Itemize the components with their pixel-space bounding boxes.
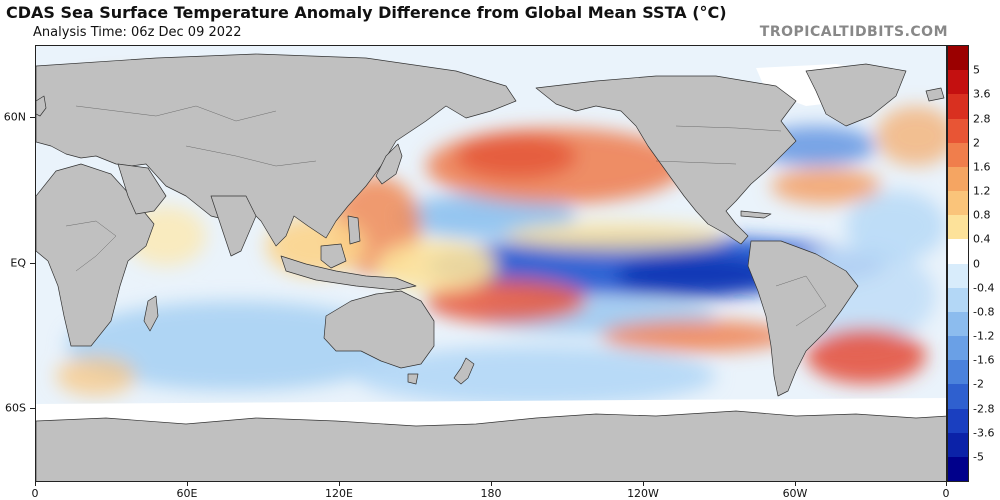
- colorbar-label: 1.6: [973, 160, 991, 174]
- lon-tick: [35, 482, 36, 486]
- colorbar-label: -2.8: [973, 402, 995, 415]
- colorbar-segment: [948, 311, 968, 337]
- colorbar-segment: [948, 191, 968, 216]
- colorbar-label: -3.6: [973, 426, 995, 440]
- colorbar-segment: [948, 46, 968, 71]
- map-title: CDAS Sea Surface Temperature Anomaly Dif…: [6, 3, 727, 22]
- arabia: [117, 163, 167, 215]
- tasmania: [407, 373, 419, 385]
- lon-tick: [491, 482, 492, 486]
- north-america: [535, 75, 797, 245]
- colorbar-label: -2: [973, 377, 984, 391]
- site-credit: TROPICALTIDBITS.COM: [759, 24, 948, 40]
- colorbar-label: -5: [973, 450, 984, 464]
- lon-tick: [795, 482, 796, 486]
- eurasia: [36, 53, 517, 247]
- colorbar-segment: [948, 94, 968, 119]
- colorbar-label: 0.8: [973, 208, 991, 222]
- lon-label-60w: 60W: [782, 487, 808, 500]
- colorbar-segment: [948, 239, 968, 264]
- lon-tick: [946, 482, 947, 486]
- colorbar-label: 3.6: [973, 87, 991, 101]
- lat-tick: [30, 263, 35, 264]
- lat-tick: [30, 117, 35, 118]
- new-zealand: [453, 357, 475, 385]
- australia: [323, 290, 435, 369]
- india: [210, 195, 257, 257]
- colorbar-segment: [948, 142, 968, 168]
- greenland: [805, 63, 907, 127]
- colorbar-label: -1.6: [973, 353, 995, 367]
- colorbar: [947, 45, 969, 482]
- country-borders: [65, 105, 827, 327]
- lon-label-0: 0: [31, 487, 39, 500]
- lon-label-180: 180: [480, 487, 502, 500]
- lon-tick: [187, 482, 188, 486]
- colorbar-label: 5: [973, 63, 980, 77]
- africa: [36, 163, 155, 347]
- sst-anomaly-map: [35, 45, 947, 482]
- colorbar-label: 0.4: [973, 232, 991, 246]
- colorbar-segment: [948, 287, 968, 313]
- colorbar-segment: [948, 336, 968, 361]
- colorbar-label: 2.8: [973, 112, 991, 125]
- lat-label-eq: EQ: [10, 256, 26, 270]
- borneo: [320, 243, 347, 269]
- lon-label-60e: 60E: [176, 487, 198, 500]
- cuba: [740, 210, 772, 219]
- colorbar-segment: [948, 118, 968, 144]
- lon-tick: [643, 482, 644, 486]
- south-america: [747, 240, 859, 397]
- colorbar-label: 0: [973, 257, 980, 270]
- colorbar-segment: [948, 432, 968, 458]
- analysis-time: Analysis Time: 06z Dec 09 2022: [33, 25, 242, 40]
- iceland: [925, 87, 945, 102]
- colorbar-segment: [948, 456, 968, 482]
- colorbar-segment: [948, 215, 968, 240]
- map-canvas: [36, 46, 946, 481]
- colorbar-label: 1.2: [973, 184, 991, 198]
- colorbar-segment: [948, 408, 968, 434]
- philippines: [347, 215, 361, 245]
- uk: [36, 95, 47, 117]
- lat-tick: [30, 408, 35, 409]
- colorbar-label: 2: [973, 136, 980, 150]
- land-masses: [36, 53, 946, 481]
- colorbar-segment: [948, 384, 968, 409]
- lon-label-120e: 120E: [325, 487, 353, 500]
- colorbar-label: -1.2: [973, 329, 995, 343]
- madagascar: [143, 295, 159, 332]
- lat-label-60s: 60S: [5, 401, 26, 415]
- colorbar-label: -0.8: [973, 305, 995, 319]
- colorbar-segment: [948, 263, 968, 289]
- japan: [375, 143, 403, 185]
- colorbar-segment: [948, 360, 968, 385]
- colorbar-segment: [948, 70, 968, 95]
- colorbar-segment: [948, 166, 968, 192]
- lon-label-0-end: 0: [942, 487, 950, 500]
- lon-tick: [339, 482, 340, 486]
- colorbar-label: -0.4: [973, 281, 995, 295]
- antarctica: [36, 410, 946, 481]
- lat-label-60n: 60N: [3, 110, 26, 124]
- indonesia: [280, 255, 417, 291]
- lon-label-120w: 120W: [627, 487, 659, 500]
